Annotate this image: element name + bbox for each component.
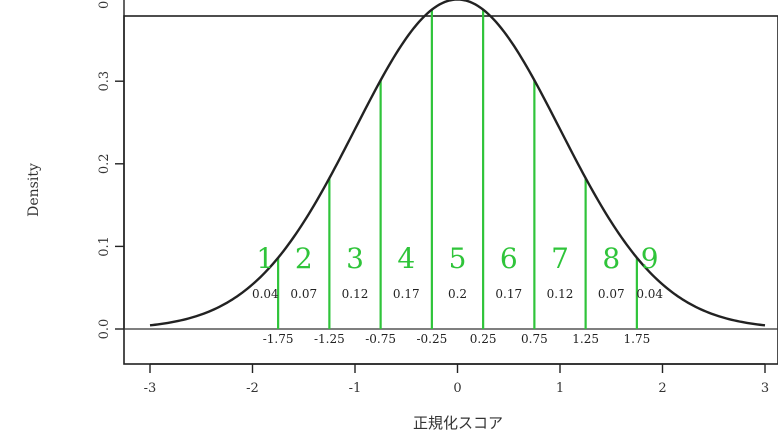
proportion-labels: 0.04 0.07 0.12 0.17 0.2 0.17 0.12 0.07 0.04 bbox=[252, 287, 663, 301]
stanine-number: 8 bbox=[602, 242, 620, 275]
x-axis-title: 正規化スコア bbox=[413, 414, 503, 430]
stanine-proportion: 0.04 bbox=[636, 287, 663, 301]
y-tick-label: 0.3 bbox=[97, 71, 112, 92]
stanine-boundaries bbox=[277, 9, 638, 329]
density-curve bbox=[149, 0, 766, 327]
x-tick-label: 1 bbox=[556, 381, 564, 396]
stanine-number: 7 bbox=[551, 242, 569, 275]
x-tick-label: 3 bbox=[761, 381, 769, 396]
y-axis: 0.0 0.1 0.2 0.3 0.4 bbox=[97, 0, 125, 340]
stanine-proportion: 0.17 bbox=[495, 287, 522, 301]
boundary-labels: -1.75 -1.25 -0.75 -0.25 0.25 0.75 1.25 1.75 bbox=[263, 332, 651, 346]
y-tick-label: 0.1 bbox=[97, 236, 112, 257]
boundary-value-label: -0.25 bbox=[416, 332, 447, 346]
stanine-number: 3 bbox=[346, 242, 364, 275]
stanine-proportion: 0.17 bbox=[393, 287, 420, 301]
stanine-proportion: 0.07 bbox=[290, 287, 317, 301]
boundary-value-label: 1.25 bbox=[572, 332, 599, 346]
stanine-proportion: 0.04 bbox=[252, 287, 279, 301]
boundary-value-label: 0.75 bbox=[521, 332, 548, 346]
stanine-proportion: 0.07 bbox=[598, 287, 625, 301]
x-axis: -3 -2 -1 0 1 2 3 bbox=[144, 363, 769, 396]
stanine-number: 4 bbox=[397, 242, 415, 275]
boundary-value-label: -1.75 bbox=[263, 332, 294, 346]
boundary-value-label: 1.75 bbox=[624, 332, 651, 346]
stanine-proportion: 0.12 bbox=[342, 287, 369, 301]
stanine-proportion: 0.2 bbox=[448, 287, 467, 301]
boundary-value-label: -0.75 bbox=[365, 332, 396, 346]
x-tick-label: -3 bbox=[144, 381, 157, 396]
x-tick-label: -1 bbox=[349, 381, 362, 396]
stanine-number: 2 bbox=[295, 242, 313, 275]
plot-frame bbox=[123, 15, 778, 365]
stanine-number: 9 bbox=[641, 242, 659, 275]
y-tick-label: 0.4 bbox=[97, 0, 112, 9]
stanine-number: 6 bbox=[500, 242, 518, 275]
normal-curve bbox=[149, 0, 766, 327]
x-tick-label: -2 bbox=[246, 381, 259, 396]
x-tick-label: 0 bbox=[453, 381, 461, 396]
stanine-number: 5 bbox=[449, 242, 467, 275]
boundary-value-label: -1.25 bbox=[314, 332, 345, 346]
stanine-number: 1 bbox=[256, 242, 274, 275]
y-tick-label: 0.2 bbox=[97, 153, 112, 174]
y-tick-label: 0.0 bbox=[97, 319, 112, 340]
stanine-proportion: 0.12 bbox=[547, 287, 574, 301]
boundary-value-label: 0.25 bbox=[470, 332, 497, 346]
x-tick-label: 2 bbox=[658, 381, 666, 396]
y-axis-title: Density bbox=[26, 163, 42, 217]
